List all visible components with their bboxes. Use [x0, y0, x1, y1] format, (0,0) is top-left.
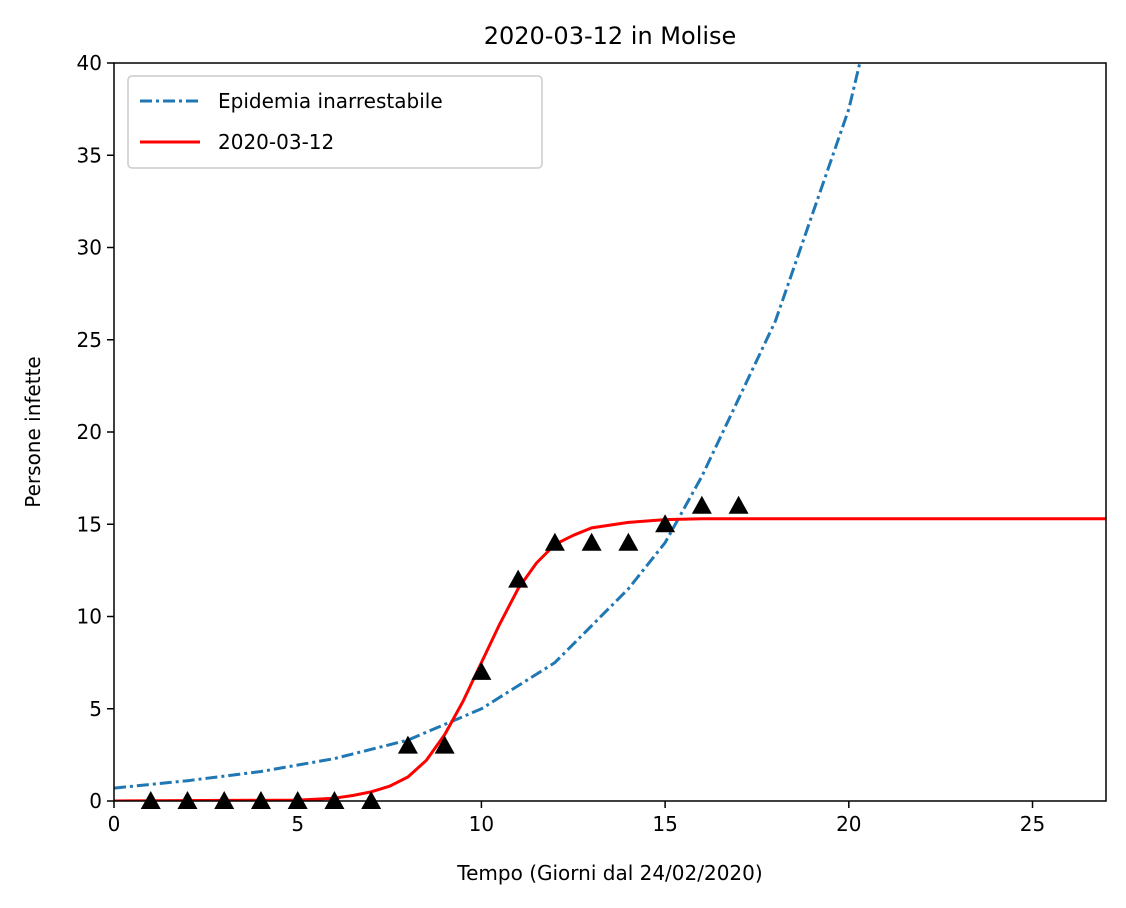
data-point-day-5 — [287, 791, 308, 809]
x-tick-label-15: 15 — [652, 812, 677, 836]
y-tick-label-30: 30 — [77, 236, 102, 260]
data-point-day-14 — [618, 532, 639, 551]
series-layer — [114, 63, 1106, 801]
data-point-day-1 — [140, 791, 161, 809]
y-tick-label-35: 35 — [77, 143, 102, 167]
x-tick-label-10: 10 — [469, 812, 494, 836]
series-line-fit — [114, 517, 1106, 801]
legend: Epidemia inarrestabile 2020-03-12 — [127, 75, 543, 169]
data-point-day-4 — [250, 791, 271, 809]
x-axis: 0 5 10 15 20 25 — [108, 801, 1045, 836]
y-tick-label-5: 5 — [89, 697, 102, 721]
legend-label-fit: 2020-03-12 — [218, 130, 334, 154]
data-point-day-7 — [361, 791, 382, 809]
x-tick-label-0: 0 — [108, 812, 121, 836]
data-point-day-17 — [728, 495, 749, 514]
data-point-day-15 — [655, 514, 676, 533]
data-point-day-12 — [544, 532, 565, 551]
plot-frame — [113, 62, 1107, 802]
data-point-day-11 — [508, 569, 529, 588]
series-line-epidemia — [114, 63, 862, 790]
y-axis-label: Persone infette — [21, 356, 45, 507]
marker-layer — [140, 495, 749, 809]
data-point-day-10 — [471, 661, 492, 680]
y-tick-label-25: 25 — [77, 328, 102, 352]
y-axis: 0 5 10 15 20 25 30 35 40 — [77, 51, 114, 813]
y-tick-label-20: 20 — [77, 420, 102, 444]
data-point-day-8 — [397, 735, 418, 754]
data-point-day-3 — [214, 791, 235, 809]
legend-label-epidemia: Epidemia inarrestabile — [218, 89, 443, 113]
x-tick-label-25: 25 — [1020, 812, 1045, 836]
data-point-day-9 — [434, 735, 455, 754]
y-tick-label-0: 0 — [89, 789, 102, 813]
x-tick-label-5: 5 — [291, 812, 304, 836]
chart-title: 2020-03-12 in Molise — [484, 22, 737, 50]
y-tick-label-10: 10 — [77, 605, 102, 629]
y-tick-label-15: 15 — [77, 512, 102, 536]
data-point-day-16 — [691, 495, 712, 514]
legend-box — [127, 75, 543, 169]
data-point-day-2 — [177, 791, 198, 809]
data-point-day-13 — [581, 532, 602, 551]
x-axis-label: Tempo (Giorni dal 24/02/2020) — [456, 861, 762, 885]
x-tick-label-20: 20 — [836, 812, 861, 836]
data-point-day-6 — [324, 791, 345, 809]
y-tick-label-40: 40 — [77, 51, 102, 75]
